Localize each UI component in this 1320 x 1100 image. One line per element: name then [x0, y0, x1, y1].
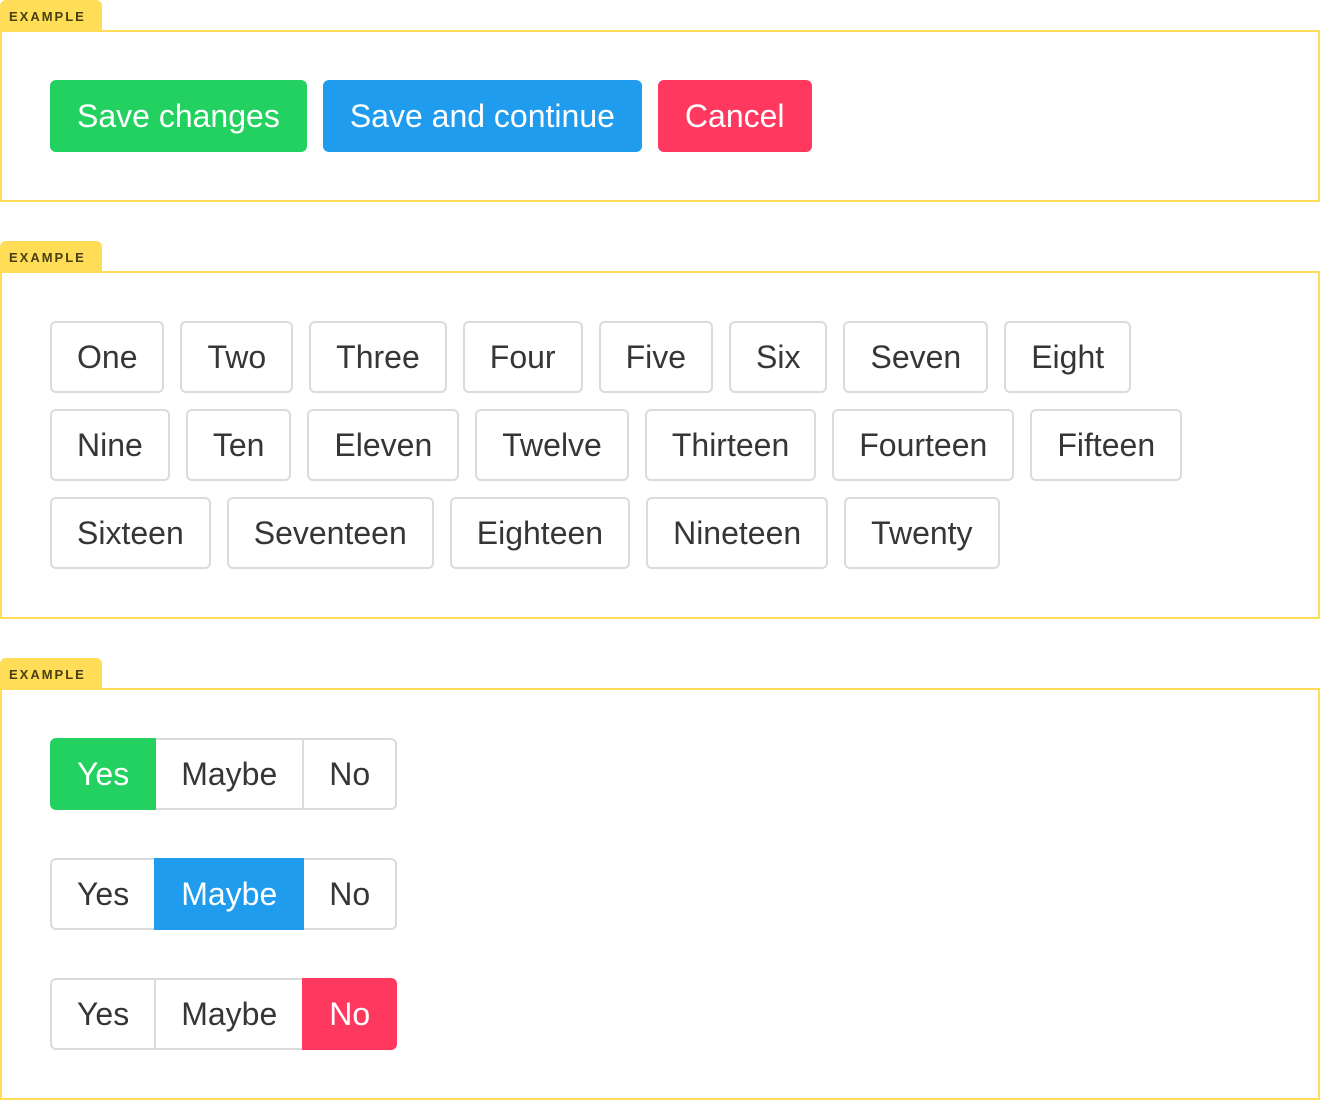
- button[interactable]: Save changes: [50, 80, 307, 152]
- button[interactable]: Eleven: [307, 409, 460, 481]
- example-tag: EXAMPLE: [0, 658, 102, 688]
- button[interactable]: Maybe: [154, 858, 305, 930]
- button[interactable]: Two: [180, 321, 294, 393]
- button[interactable]: Cancel: [657, 80, 812, 152]
- button[interactable]: Maybe: [154, 978, 305, 1050]
- button[interactable]: Save and continue: [322, 80, 642, 152]
- example: EXAMPLE Save changes Save and continue Canc…: [0, 0, 1320, 202]
- button-group: Yes Maybe No: [50, 978, 398, 1050]
- button[interactable]: Three: [309, 321, 447, 393]
- button[interactable]: Twenty: [844, 497, 1000, 569]
- button[interactable]: Yes: [50, 738, 157, 810]
- button[interactable]: Fifteen: [1030, 409, 1183, 481]
- button[interactable]: Eighteen: [449, 497, 631, 569]
- example-box: Yes Maybe No Yes Maybe No Yes Maybe No: [0, 688, 1320, 1100]
- button[interactable]: Thirteen: [644, 409, 817, 481]
- button[interactable]: Eight: [1004, 321, 1132, 393]
- button[interactable]: Seventeen: [226, 497, 434, 569]
- example: EXAMPLE One Two Three Four Five Six Seven Eight N…: [0, 241, 1320, 619]
- button-group: Yes Maybe No: [50, 738, 398, 810]
- button[interactable]: One: [50, 321, 165, 393]
- button[interactable]: No: [302, 738, 398, 810]
- button[interactable]: Nineteen: [646, 497, 829, 569]
- button[interactable]: No: [302, 978, 398, 1050]
- example-box: Save changes Save and continue Cancel: [0, 30, 1320, 202]
- example: EXAMPLE Yes Maybe No Yes Maybe No Yes Maybe No: [0, 658, 1320, 1100]
- button[interactable]: Fourteen: [832, 409, 1015, 481]
- button[interactable]: Maybe: [154, 738, 305, 810]
- example-tag: EXAMPLE: [0, 241, 102, 271]
- button[interactable]: Sixteen: [50, 497, 211, 569]
- button[interactable]: Five: [598, 321, 714, 393]
- example-box: One Two Three Four Five Six Seven Eight Nine Ten E…: [0, 271, 1320, 619]
- button[interactable]: Ten: [185, 409, 292, 481]
- button[interactable]: Nine: [50, 409, 170, 481]
- example-tag: EXAMPLE: [0, 0, 102, 30]
- button[interactable]: No: [302, 858, 398, 930]
- button-group: Yes Maybe No: [50, 858, 398, 930]
- button[interactable]: Twelve: [475, 409, 629, 481]
- button[interactable]: Yes: [50, 858, 157, 930]
- button[interactable]: Yes: [50, 978, 157, 1050]
- button[interactable]: Four: [462, 321, 583, 393]
- button[interactable]: Six: [729, 321, 828, 393]
- button[interactable]: Seven: [843, 321, 989, 393]
